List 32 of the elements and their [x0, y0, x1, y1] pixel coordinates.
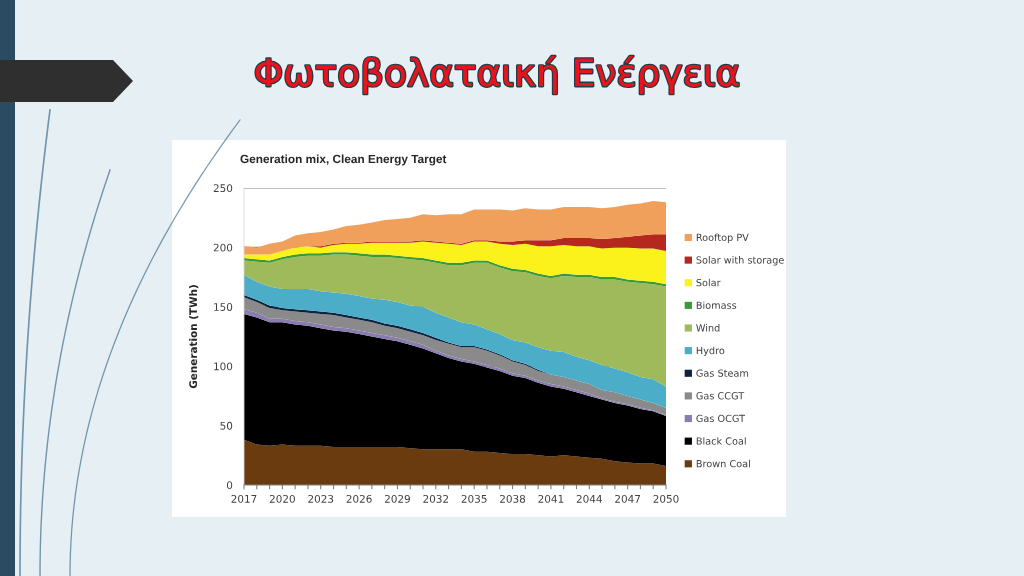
legend-label: Biomass [696, 301, 737, 309]
y-tick-label: 200 [213, 243, 233, 252]
x-tick-label: 2032 [423, 494, 449, 503]
legend-label: Rooftop PV [696, 233, 749, 243]
x-tick-label: 2044 [576, 494, 602, 503]
legend-label: Brown Coal [696, 459, 750, 468]
y-tick-label: 50 [220, 421, 233, 430]
legend-label: Gas CCGT [696, 392, 745, 400]
x-tick-label: 2047 [615, 494, 640, 503]
x-tick-label: 2038 [500, 494, 526, 503]
x-tick-label: 2050 [653, 494, 679, 503]
legend-label: Solar [696, 278, 721, 287]
legend-label: Solar with storage [696, 256, 784, 266]
legend-label: Wind [696, 324, 720, 332]
legend-label: Gas Steam [696, 369, 749, 377]
chart-subtitle: Generation mix, Clean Energy Target [240, 154, 447, 166]
y-tick-label: 150 [214, 303, 233, 311]
x-tick-label: 2041 [538, 494, 564, 503]
y-tick-label: 100 [214, 362, 233, 371]
x-tick-label: 2029 [384, 494, 410, 503]
x-tick-label: 2023 [308, 494, 334, 503]
chart-title: Φωτοβολαταική Ενέργεια [255, 56, 739, 94]
x-tick-label: 2017 [231, 494, 257, 503]
y-tick-label: 0 [226, 481, 233, 490]
y-tick-label: 250 [213, 184, 233, 193]
legend-label: Black Coal [696, 437, 746, 445]
legend-label: Gas OCGT [696, 414, 746, 423]
legend-label: Hydro [696, 346, 725, 357]
x-tick-label: 2026 [346, 494, 372, 503]
x-tick-label: 2035 [461, 494, 487, 503]
x-tick-label: 2020 [269, 494, 295, 503]
y-axis-title: Generation (TWh) [189, 285, 199, 389]
